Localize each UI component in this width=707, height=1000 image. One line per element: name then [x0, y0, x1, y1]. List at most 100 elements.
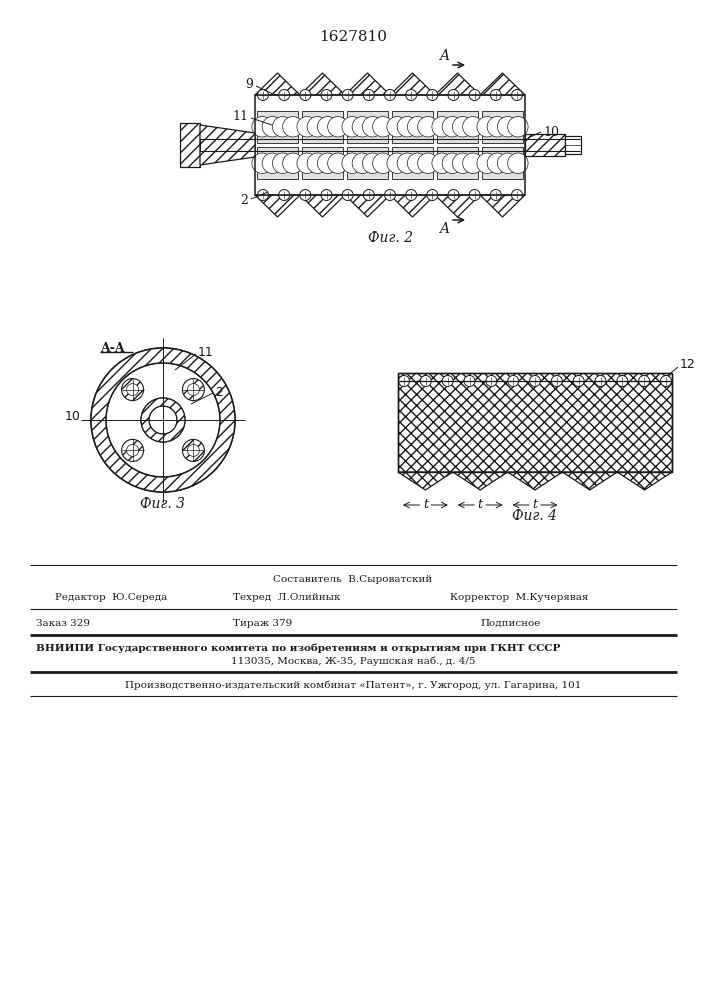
Circle shape [307, 153, 327, 173]
Circle shape [279, 190, 290, 200]
Circle shape [406, 90, 416, 101]
Polygon shape [398, 472, 452, 490]
Circle shape [448, 190, 459, 200]
Text: 2: 2 [240, 194, 248, 207]
Text: Корректор  М.Кучерявая: Корректор М.Кучерявая [450, 592, 588, 601]
Polygon shape [345, 73, 390, 95]
Circle shape [373, 153, 393, 173]
Circle shape [498, 153, 518, 173]
Circle shape [262, 117, 283, 137]
Text: t: t [532, 498, 537, 512]
Circle shape [279, 90, 290, 101]
Circle shape [462, 153, 483, 173]
Circle shape [321, 90, 332, 101]
Circle shape [257, 190, 269, 200]
Circle shape [511, 90, 522, 101]
Polygon shape [345, 195, 390, 217]
Polygon shape [617, 472, 672, 490]
Text: Заказ 329: Заказ 329 [36, 618, 90, 628]
Circle shape [406, 190, 416, 200]
Polygon shape [390, 195, 435, 217]
Circle shape [442, 375, 453, 386]
Circle shape [321, 190, 332, 200]
Circle shape [182, 439, 204, 461]
Text: t: t [478, 498, 483, 512]
Text: Производственно-издательский комбинат «Патент», г. Ужгород, ул. Гагарина, 101: Производственно-издательский комбинат «П… [125, 680, 581, 690]
Circle shape [427, 190, 438, 200]
Circle shape [487, 117, 508, 137]
Circle shape [187, 444, 199, 456]
Polygon shape [255, 73, 300, 95]
Circle shape [252, 153, 272, 173]
Polygon shape [452, 472, 508, 490]
Bar [525, 134, 565, 156]
Text: Техред  Л.Олийнык: Техред Л.Олийнык [233, 592, 341, 601]
Circle shape [491, 90, 501, 101]
Text: A: A [439, 222, 449, 236]
Circle shape [307, 117, 327, 137]
Circle shape [342, 190, 354, 200]
Circle shape [297, 117, 317, 137]
Circle shape [418, 117, 438, 137]
Circle shape [508, 375, 519, 386]
Text: 2: 2 [215, 385, 223, 398]
Circle shape [272, 117, 293, 137]
Circle shape [469, 90, 480, 101]
Text: 10: 10 [65, 410, 81, 424]
Circle shape [373, 117, 393, 137]
Circle shape [432, 117, 452, 137]
Circle shape [452, 153, 473, 173]
Bar [302, 111, 343, 143]
Circle shape [272, 153, 293, 173]
Text: Фиг. 2: Фиг. 2 [368, 231, 412, 245]
Circle shape [427, 90, 438, 101]
Bar [255, 95, 525, 195]
Polygon shape [435, 195, 480, 217]
Circle shape [352, 117, 373, 137]
Bar [392, 147, 433, 179]
Circle shape [317, 153, 338, 173]
Bar [347, 147, 388, 179]
Circle shape [498, 117, 518, 137]
Circle shape [363, 90, 374, 101]
Circle shape [469, 190, 480, 200]
Circle shape [342, 90, 354, 101]
Bar [302, 147, 343, 179]
Circle shape [573, 375, 584, 386]
Circle shape [407, 153, 428, 173]
Text: 12: 12 [680, 359, 696, 371]
Polygon shape [398, 373, 672, 472]
Circle shape [638, 375, 650, 386]
Circle shape [397, 153, 418, 173]
Circle shape [511, 190, 522, 200]
Polygon shape [300, 73, 345, 95]
Circle shape [448, 90, 459, 101]
Circle shape [352, 153, 373, 173]
Polygon shape [480, 73, 525, 95]
Polygon shape [200, 125, 255, 165]
Text: 9: 9 [245, 79, 253, 92]
Circle shape [486, 375, 497, 386]
Circle shape [385, 90, 395, 101]
Circle shape [551, 375, 562, 386]
Circle shape [149, 406, 177, 434]
Bar [565, 136, 581, 154]
Circle shape [363, 153, 382, 173]
Circle shape [595, 375, 606, 386]
Text: ВНИИПИ Государственного комитета по изобретениям и открытиям при ГКНТ СССР: ВНИИПИ Государственного комитета по изоб… [36, 643, 561, 653]
Circle shape [462, 117, 483, 137]
Circle shape [477, 117, 497, 137]
Circle shape [187, 384, 199, 396]
Circle shape [477, 153, 497, 173]
Circle shape [327, 117, 348, 137]
Polygon shape [300, 195, 345, 217]
Circle shape [262, 153, 283, 173]
Circle shape [363, 117, 382, 137]
Text: Составитель  В.Сыроватский: Составитель В.Сыроватский [274, 574, 433, 584]
Circle shape [399, 375, 409, 386]
Circle shape [300, 190, 311, 200]
Polygon shape [562, 472, 617, 490]
Circle shape [442, 117, 462, 137]
Circle shape [127, 384, 139, 396]
Polygon shape [435, 73, 480, 95]
